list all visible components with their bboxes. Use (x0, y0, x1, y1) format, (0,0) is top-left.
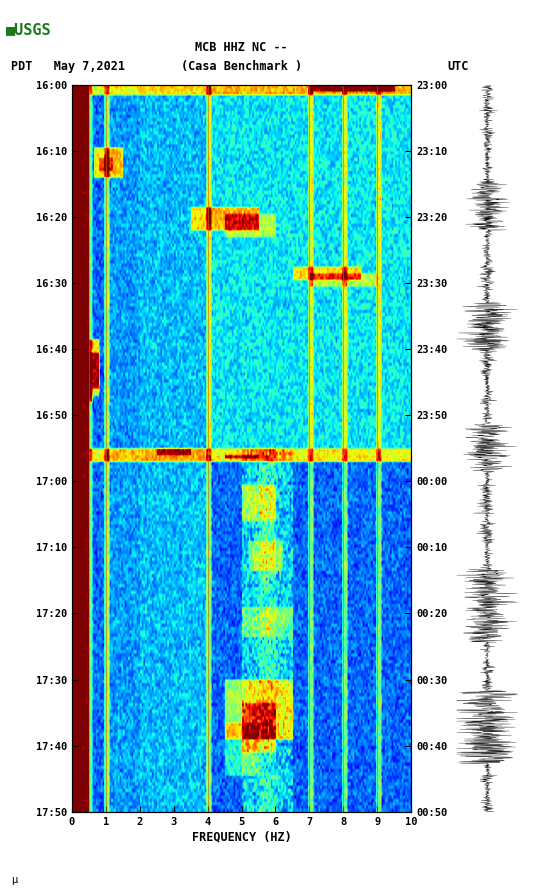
Text: μ: μ (11, 875, 17, 885)
X-axis label: FREQUENCY (HZ): FREQUENCY (HZ) (192, 830, 291, 844)
Text: (Casa Benchmark ): (Casa Benchmark ) (181, 60, 302, 73)
Text: PDT   May 7,2021: PDT May 7,2021 (11, 60, 125, 73)
Text: MCB HHZ NC --: MCB HHZ NC -- (195, 40, 288, 54)
Text: ■USGS: ■USGS (6, 22, 51, 37)
Text: UTC: UTC (447, 60, 469, 73)
